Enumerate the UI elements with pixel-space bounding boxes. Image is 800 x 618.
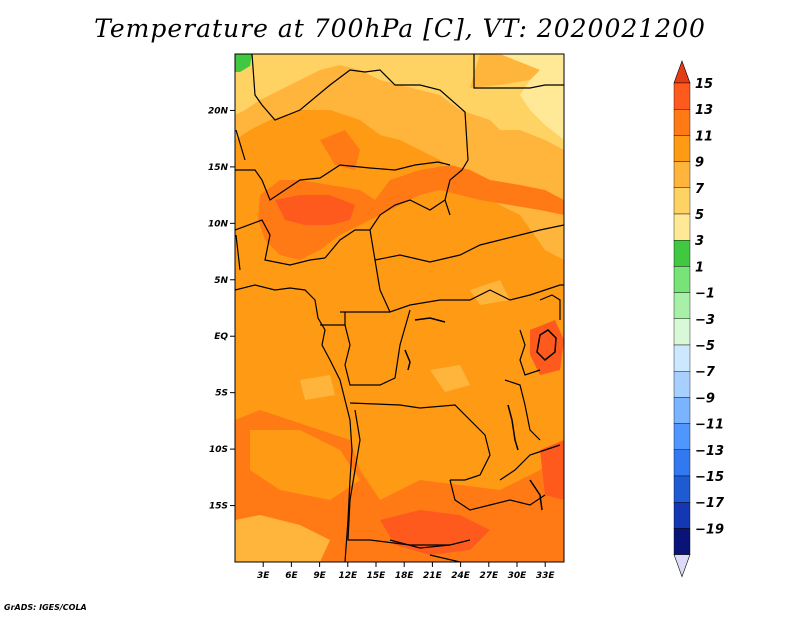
lon-tick-label: 15E	[367, 571, 387, 581]
colorbar-label: 3	[695, 234, 704, 249]
colorbar-swatch	[673, 213, 691, 241]
lon-tick-label: 18E	[395, 571, 415, 581]
colorbar-swatch	[673, 187, 691, 215]
contour-3-5-north	[500, 54, 564, 140]
colorbar-label: −13	[695, 444, 724, 459]
contour-9-11-south-patch	[250, 430, 360, 500]
colorbar-label: 5	[695, 208, 704, 223]
colorbar-label: −1	[695, 287, 715, 302]
contour-11-13-east	[540, 440, 564, 500]
colorbar-swatch	[673, 397, 691, 424]
colorbar-label: −3	[695, 313, 715, 328]
lon-tick-label: 33E	[536, 571, 556, 581]
contour-11-13-highland	[320, 130, 360, 170]
lon-tick-label: 12E	[338, 571, 358, 581]
lon-tick-label: 3E	[257, 571, 270, 581]
lat-tick-label: 5S	[215, 389, 228, 399]
lon-tick-label: 21E	[423, 571, 443, 581]
lat-tick-label: 5N	[214, 276, 228, 286]
country-borders	[235, 54, 564, 562]
colorbar-label: −19	[695, 522, 724, 537]
contour-13-15-east	[530, 320, 564, 375]
colorbar-swatch	[673, 423, 691, 451]
colorbar-label: 15	[695, 77, 713, 92]
lat-tick-label: EQ	[214, 332, 228, 342]
temperature-field	[235, 54, 564, 562]
lon-tick-label: 6E	[285, 571, 298, 581]
lon-tick-label: 30E	[508, 571, 528, 581]
contour-7-9-south	[235, 515, 330, 562]
contour-13-15-north	[275, 195, 355, 225]
footer-credit: GrADS: IGES/COLA	[4, 603, 87, 612]
colorbar-swatch	[673, 161, 691, 189]
lakes	[404, 317, 557, 511]
colorbar-label: −5	[695, 339, 715, 354]
colorbar-label: 13	[695, 103, 713, 118]
colorbar-label: 7	[695, 182, 705, 197]
colorbar-swatch	[673, 292, 691, 320]
colorbar-label: −15	[695, 470, 724, 485]
longitude-axis: 3E 6E 9E 12E 15E 18E 21E 24E 27E 30E 33E	[257, 562, 555, 581]
colorbar-swatch	[673, 318, 691, 346]
latitude-axis: 20N 15N 10N 5N EQ 5S 10S 15S	[208, 106, 235, 512]
colorbar: 15 13 11 9 7 5 3 1 −1 −3 −5 −7 −9 −11 −13 −15 −17 −19	[673, 60, 725, 578]
colorbar-label: 11	[695, 129, 713, 144]
lat-tick-label: 15S	[209, 502, 228, 512]
colorbar-swatch	[673, 502, 691, 529]
colorbar-label: −9	[695, 391, 715, 406]
colorbar-swatch	[673, 475, 691, 503]
colorbar-label: 1	[695, 260, 704, 275]
contour-5-7-north	[235, 54, 564, 150]
colorbar-swatch	[673, 344, 691, 372]
contour-11-13-north	[258, 165, 564, 260]
lat-tick-label: 10S	[209, 445, 228, 455]
colorbar-swatch	[673, 239, 691, 267]
colorbar-bottom-arrow	[673, 554, 691, 578]
lon-tick-label: 24E	[451, 571, 471, 581]
colorbar-label: −7	[695, 365, 716, 380]
lat-tick-label: 10N	[208, 219, 229, 229]
colorbar-top-arrow	[673, 60, 691, 84]
colorbar-swatch	[673, 528, 691, 555]
lat-tick-label: 15N	[208, 163, 229, 173]
lon-tick-label: 27E	[479, 571, 499, 581]
colorbar-label: 9	[695, 156, 704, 171]
map-title: Temperature at 700hPa [C], VT: 202002120…	[94, 14, 706, 43]
contour-1-3-corner	[235, 54, 252, 72]
colorbar-swatch	[673, 266, 691, 293]
colorbar-label: −17	[695, 496, 725, 511]
lat-tick-label: 20N	[208, 106, 229, 116]
map-frame	[234, 53, 565, 563]
contour-13-15-south	[380, 510, 490, 555]
colorbar-swatch	[673, 135, 691, 162]
colorbar-swatch	[673, 371, 691, 398]
colorbar-swatch	[673, 108, 691, 136]
colorbar-label: −11	[695, 418, 724, 433]
colorbar-swatch	[673, 82, 691, 110]
lon-tick-label: 9E	[313, 571, 326, 581]
colorbar-swatch	[673, 449, 691, 477]
